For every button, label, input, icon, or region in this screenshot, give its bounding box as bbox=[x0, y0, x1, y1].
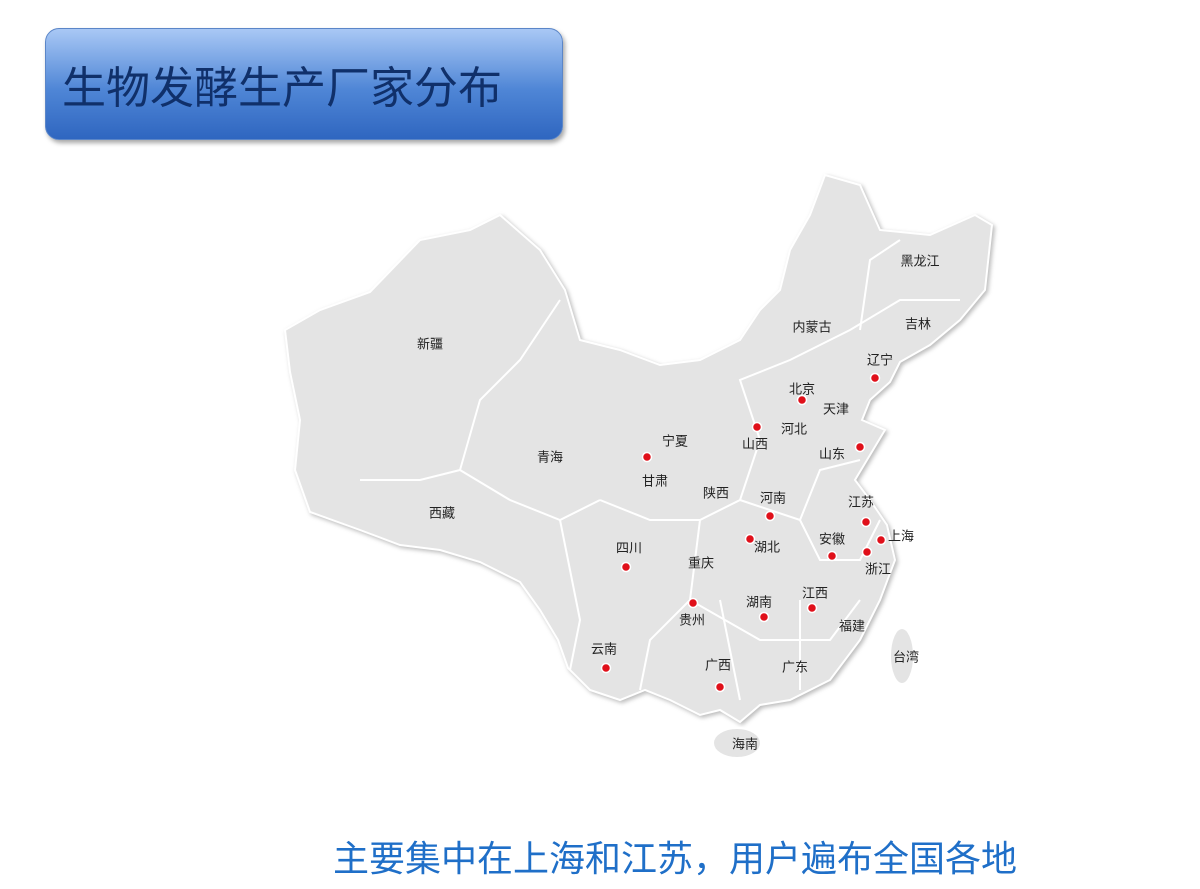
region-label: 吉林 bbox=[905, 318, 931, 333]
region-label: 海南 bbox=[732, 737, 758, 753]
map-shape bbox=[283, 173, 994, 759]
dot bbox=[641, 451, 653, 463]
region-label: 西藏 bbox=[429, 507, 455, 522]
dot bbox=[875, 534, 887, 546]
dot bbox=[764, 510, 776, 522]
region-label: 辽宁 bbox=[867, 353, 893, 369]
region-label: 山西 bbox=[742, 438, 768, 453]
region-label: 甘肃 bbox=[642, 475, 668, 490]
dot bbox=[620, 561, 632, 573]
region-label: 内蒙古 bbox=[792, 320, 831, 336]
dot bbox=[796, 394, 808, 406]
region-label: 台湾 bbox=[893, 650, 919, 666]
region-label: 上海 bbox=[888, 530, 914, 545]
region-label: 青海 bbox=[537, 451, 563, 466]
region-label: 江苏 bbox=[848, 495, 874, 511]
region-label: 河南 bbox=[760, 491, 786, 507]
hainan bbox=[712, 727, 762, 759]
region-label: 四川 bbox=[616, 542, 642, 557]
dot bbox=[744, 533, 756, 545]
region-label: 陕西 bbox=[703, 487, 729, 502]
region-label: 重庆 bbox=[688, 556, 714, 572]
dot bbox=[714, 681, 726, 693]
dot bbox=[854, 441, 866, 453]
dot bbox=[861, 546, 873, 558]
dot bbox=[860, 516, 872, 528]
borders bbox=[360, 239, 960, 701]
region-label: 江西 bbox=[802, 587, 828, 602]
factory-dots bbox=[600, 372, 887, 693]
region-label: 广西 bbox=[705, 659, 731, 674]
region-label: 湖北 bbox=[754, 541, 780, 556]
dot bbox=[751, 421, 763, 433]
region-label: 湖南 bbox=[746, 595, 772, 611]
title-box bbox=[45, 28, 563, 140]
dot bbox=[687, 597, 699, 609]
region-label: 黑龙江 bbox=[900, 255, 939, 270]
title: 生物发酵生产厂家分布 bbox=[62, 63, 502, 114]
region-label: 福建 bbox=[839, 620, 865, 635]
region-label: 宁夏 bbox=[662, 434, 688, 450]
dot bbox=[869, 372, 881, 384]
dot bbox=[826, 550, 838, 562]
region-label: 北京 bbox=[789, 383, 815, 398]
dot bbox=[806, 602, 818, 614]
region-label: 山东 bbox=[819, 448, 845, 463]
caption: 主要集中在上海和江苏，用户遍布全国各地 bbox=[332, 839, 1017, 880]
region-label: 河北 bbox=[781, 423, 807, 438]
region-label: 新疆 bbox=[417, 337, 443, 353]
region-label: 广东 bbox=[782, 661, 808, 676]
taiwan bbox=[889, 627, 915, 685]
dot bbox=[600, 662, 612, 674]
region-label: 天津 bbox=[823, 403, 849, 418]
region-label: 云南 bbox=[591, 642, 617, 658]
china-outline bbox=[283, 173, 994, 724]
dot bbox=[758, 611, 770, 623]
region-label: 浙江 bbox=[865, 563, 891, 578]
region-label: 贵州 bbox=[679, 614, 705, 629]
region-label: 安徽 bbox=[819, 533, 845, 548]
